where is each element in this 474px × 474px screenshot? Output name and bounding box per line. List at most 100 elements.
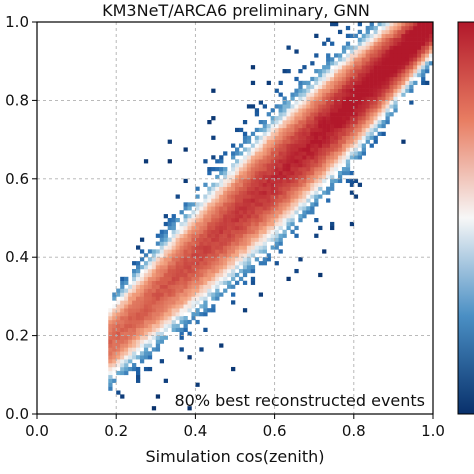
heatmap-cell bbox=[179, 331, 184, 336]
heatmap-cell bbox=[290, 221, 295, 227]
heatmap-cell bbox=[254, 257, 260, 262]
heatmap-cell bbox=[238, 178, 244, 184]
heatmap-cell bbox=[231, 214, 236, 219]
heatmap-cell bbox=[223, 241, 228, 246]
heatmap-cell bbox=[417, 41, 422, 46]
heatmap-cell bbox=[330, 159, 335, 164]
heatmap-cell bbox=[405, 80, 410, 86]
heatmap-cell bbox=[377, 53, 382, 58]
heatmap-cell bbox=[425, 29, 430, 35]
heatmap-cell bbox=[266, 190, 271, 195]
heatmap-cell bbox=[108, 343, 113, 348]
heatmap-cell bbox=[369, 131, 374, 136]
heatmap-cell bbox=[298, 170, 303, 176]
heatmap-cell bbox=[136, 355, 141, 360]
heatmap-cell bbox=[286, 218, 291, 223]
heatmap-cell bbox=[163, 319, 168, 325]
heatmap-cell bbox=[330, 116, 335, 121]
heatmap-cell bbox=[250, 182, 256, 187]
heatmap-cell bbox=[179, 316, 184, 321]
heatmap-cell bbox=[254, 233, 260, 238]
heatmap-cell bbox=[266, 233, 271, 238]
heatmap-cell bbox=[334, 123, 339, 129]
heatmap-cell bbox=[322, 249, 327, 254]
heatmap-cell bbox=[242, 182, 248, 187]
heatmap-cell bbox=[286, 225, 291, 231]
heatmap-cell bbox=[159, 249, 165, 254]
heatmap-cell bbox=[278, 218, 283, 223]
heatmap-cell bbox=[227, 186, 232, 191]
heatmap-cell bbox=[349, 80, 355, 86]
heatmap-cell bbox=[231, 257, 236, 262]
heatmap-cell bbox=[171, 312, 176, 317]
heatmap-cell bbox=[136, 316, 141, 321]
heatmap-cell bbox=[274, 194, 279, 199]
x-axis-label: Simulation cos(zenith) bbox=[146, 447, 325, 466]
heatmap-cell bbox=[349, 190, 355, 195]
heatmap-cell bbox=[250, 276, 256, 282]
heatmap-cell bbox=[183, 316, 188, 321]
heatmap-cell bbox=[258, 249, 264, 254]
heatmap-cell bbox=[139, 249, 145, 254]
heatmap-cell bbox=[132, 339, 137, 344]
heatmap-cell bbox=[207, 280, 212, 285]
heatmap-cell bbox=[330, 127, 335, 133]
heatmap-cell bbox=[345, 65, 351, 70]
heatmap-cell bbox=[246, 182, 252, 187]
heatmap-cell bbox=[334, 92, 339, 97]
heatmap-cell bbox=[136, 335, 141, 340]
heatmap-cell bbox=[183, 288, 188, 293]
heatmap-cell bbox=[132, 261, 137, 266]
heatmap-cell bbox=[258, 151, 264, 156]
heatmap-cell bbox=[294, 100, 299, 105]
heatmap-cell bbox=[231, 174, 236, 180]
heatmap-cell bbox=[274, 167, 279, 172]
heatmap-cell bbox=[298, 84, 303, 89]
heatmap-cell bbox=[231, 163, 236, 168]
heatmap-cell bbox=[199, 229, 204, 234]
heatmap-cell bbox=[175, 272, 180, 278]
heatmap-cell bbox=[405, 84, 410, 89]
heatmap-cell bbox=[298, 214, 303, 219]
heatmap-cell bbox=[195, 280, 200, 285]
heatmap-cell bbox=[183, 202, 188, 207]
heatmap-cell bbox=[250, 131, 256, 136]
heatmap-cell bbox=[155, 296, 161, 301]
heatmap-cell bbox=[171, 319, 176, 325]
heatmap-cell bbox=[349, 120, 355, 125]
heatmap-cell bbox=[389, 25, 394, 31]
heatmap-cell bbox=[298, 100, 303, 105]
heatmap-cell bbox=[425, 22, 430, 27]
heatmap-cell bbox=[187, 257, 192, 262]
heatmap-cell bbox=[274, 221, 279, 227]
heatmap-cell bbox=[405, 22, 410, 27]
heatmap-cell bbox=[278, 120, 283, 125]
heatmap-cell bbox=[175, 245, 180, 250]
heatmap-cell bbox=[349, 116, 355, 121]
heatmap-cell bbox=[389, 49, 394, 54]
heatmap-cell bbox=[361, 96, 366, 101]
heatmap-cell bbox=[381, 92, 386, 97]
heatmap-cell bbox=[369, 116, 374, 121]
heatmap-cell bbox=[215, 268, 220, 274]
heatmap-cell bbox=[369, 25, 374, 31]
heatmap-cell bbox=[219, 249, 224, 254]
heatmap-cell bbox=[147, 327, 153, 332]
heatmap-cell bbox=[207, 261, 212, 266]
heatmap-cell bbox=[270, 245, 275, 250]
heatmap-cell bbox=[322, 131, 327, 136]
heatmap-cell bbox=[326, 170, 331, 176]
heatmap-cell bbox=[365, 100, 370, 105]
annotation-text: 80% best reconstructed events bbox=[174, 391, 425, 410]
heatmap-cell bbox=[203, 202, 208, 207]
heatmap-cell bbox=[211, 194, 216, 199]
heatmap-cell bbox=[286, 221, 291, 227]
heatmap-cell bbox=[151, 331, 157, 336]
heatmap-cell bbox=[258, 155, 264, 160]
heatmap-cell bbox=[314, 69, 319, 74]
heatmap-cell bbox=[310, 123, 315, 129]
heatmap-cell bbox=[191, 202, 196, 207]
heatmap-cell bbox=[195, 194, 200, 199]
heatmap-cell bbox=[195, 210, 200, 215]
heatmap-cell bbox=[223, 272, 228, 278]
